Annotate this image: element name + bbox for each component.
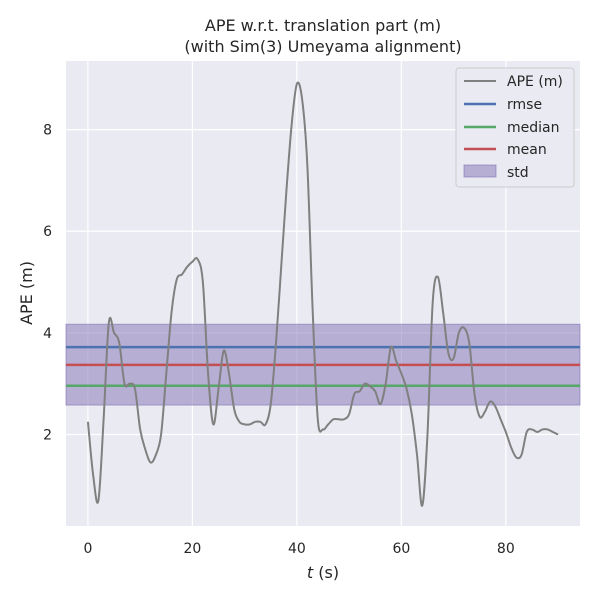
x-tick-label: 20: [183, 541, 201, 557]
legend-label-std: std: [507, 165, 529, 181]
ape-series-line: [86, 81, 559, 507]
y-axis-label: APE (m): [17, 261, 36, 325]
chart-title-line1: APE w.r.t. translation part (m): [205, 16, 441, 35]
legend: APE (m) rmse median mean std: [455, 67, 575, 188]
legend-label-rmse: rmse: [507, 97, 542, 113]
plot-area: [65, 81, 581, 507]
x-tick-labels: 0 20 40 60 80: [83, 541, 514, 557]
y-tick-label: 8: [43, 123, 52, 139]
x-tick-label: 40: [288, 541, 306, 557]
x-tick-label: 60: [392, 541, 410, 557]
legend-label-mean: mean: [507, 142, 547, 158]
x-axis-label-var: t: [307, 563, 314, 582]
y-tick-label: 6: [43, 224, 52, 240]
legend-label-median: median: [507, 120, 559, 136]
x-axis-label: t (s): [307, 563, 339, 582]
y-tick-labels: 2 4 6 8: [43, 123, 52, 444]
legend-swatch-std: [463, 164, 497, 178]
legend-box: [455, 67, 575, 188]
x-tick-label: 0: [83, 541, 92, 557]
x-axis-label-unit: (s): [313, 563, 339, 582]
chart-title-line2: (with Sim(3) Umeyama alignment): [184, 37, 461, 56]
y-tick-label: 2: [43, 428, 52, 444]
y-tick-label: 4: [43, 326, 52, 342]
x-tick-label: 80: [497, 541, 515, 557]
legend-label-ape: APE (m): [507, 74, 563, 90]
